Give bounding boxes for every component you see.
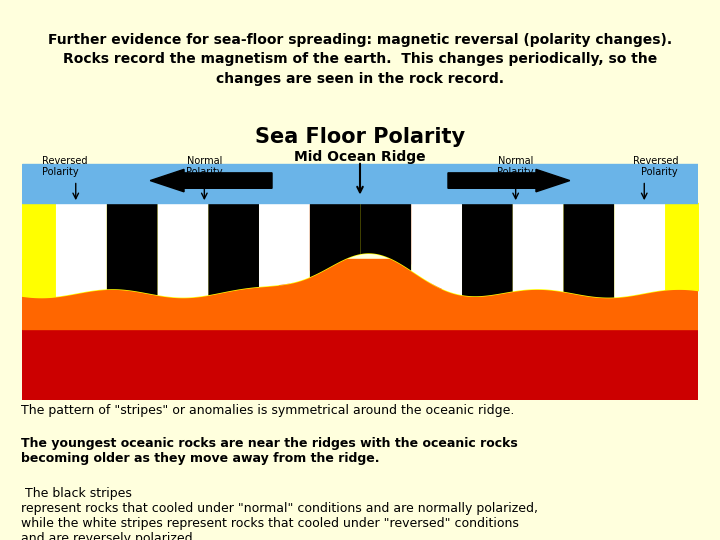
Text: The black stripes
represent rocks that cooled under "normal" conditions and are : The black stripes represent rocks that c… [22, 487, 539, 540]
Bar [22, 273, 698, 400]
FancyArrow shape [448, 170, 570, 192]
Text: Normal
Polarity: Normal Polarity [498, 156, 534, 177]
Text: Reversed
Polarity: Reversed Polarity [42, 156, 87, 177]
FancyArrow shape [150, 170, 272, 192]
Bar [22, 164, 698, 203]
Bar [22, 259, 698, 329]
Text: The youngest oceanic rocks are near the ridges with the oceanic rocks
becoming o: The youngest oceanic rocks are near the … [22, 437, 518, 465]
Text: Mid Ocean Ridge: Mid Ocean Ridge [294, 150, 426, 164]
Text: Further evidence for sea-floor spreading: magnetic reversal (polarity changes).
: Further evidence for sea-floor spreading… [48, 33, 672, 86]
Text: Sea Floor Polarity: Sea Floor Polarity [255, 127, 465, 147]
Text: The pattern of "stripes" or anomalies is symmetrical around the oceanic ridge.: The pattern of "stripes" or anomalies is… [22, 404, 515, 417]
Text: Reversed
Polarity: Reversed Polarity [633, 156, 678, 177]
Text: Normal
Polarity: Normal Polarity [186, 156, 222, 177]
